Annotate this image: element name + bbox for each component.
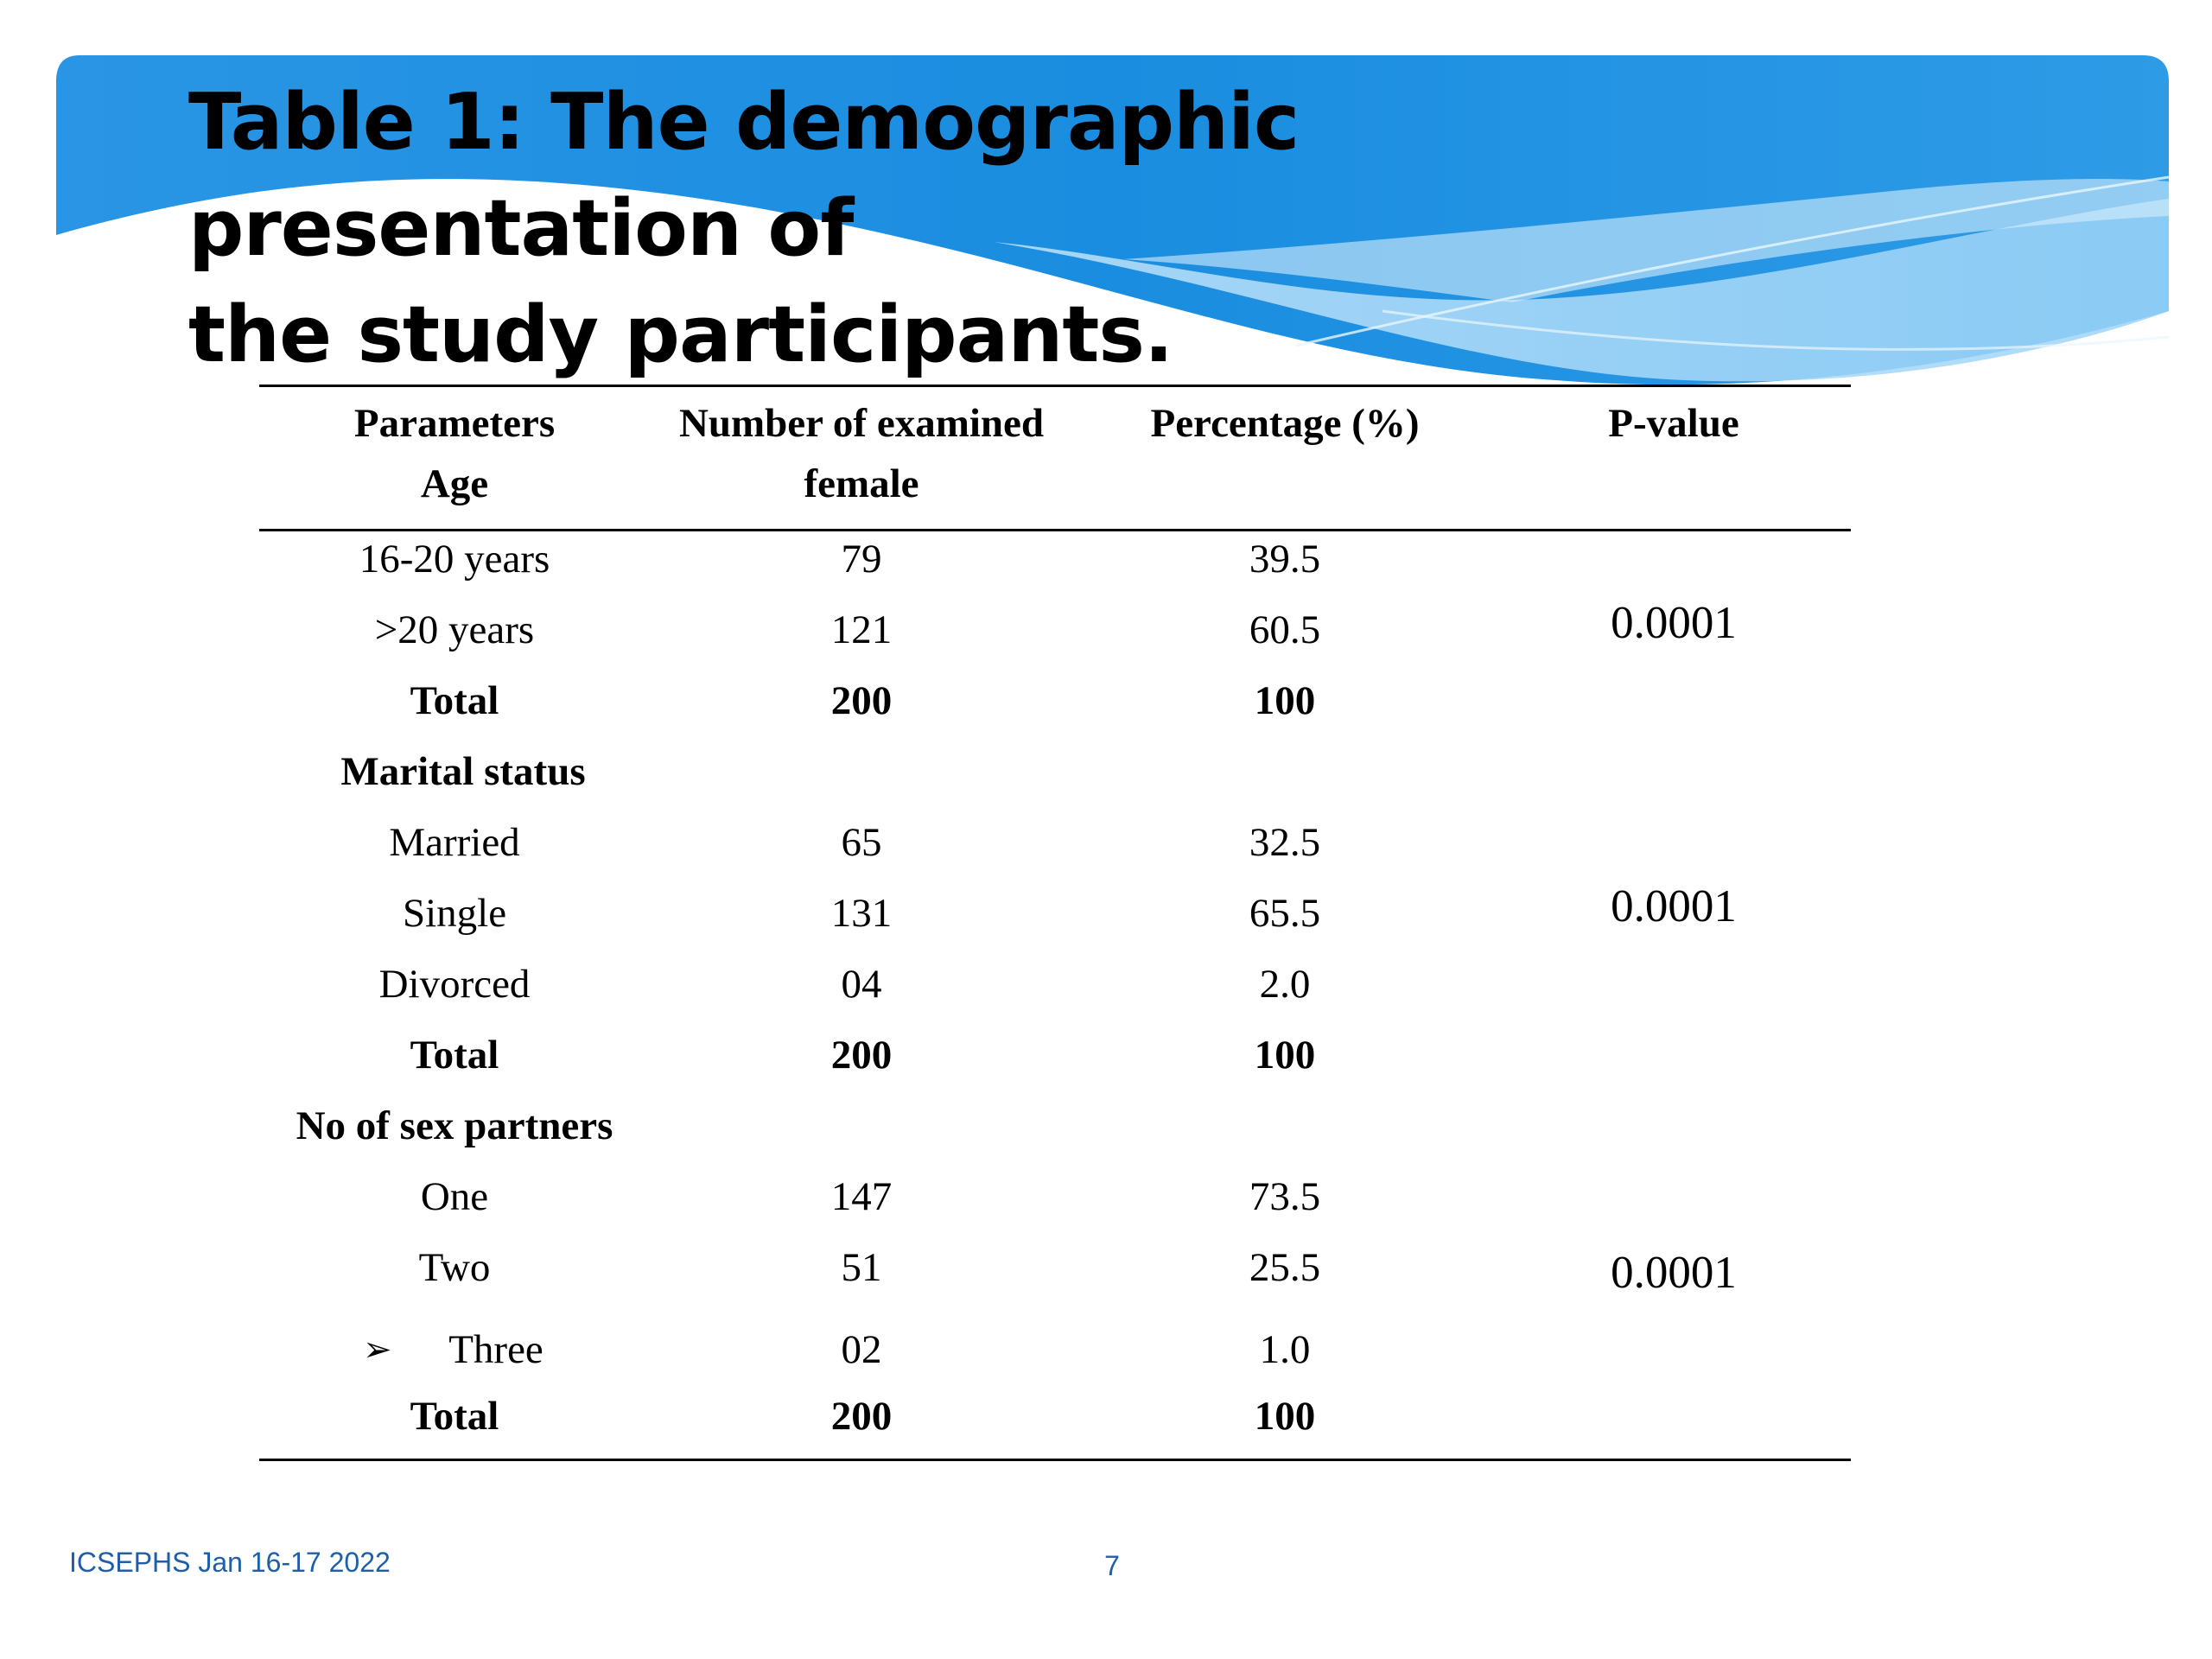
banner-light-wave	[994, 199, 2169, 382]
header-number-line2: female	[804, 461, 919, 506]
arrow-bullet-icon: ➢	[363, 1330, 392, 1370]
row-number: 51	[841, 1245, 882, 1290]
row-param-total: Total	[410, 1033, 499, 1077]
footer-conference: ICSEPHS Jan 16-17 2022	[69, 1547, 391, 1578]
banner-line-wave-1	[1295, 175, 2170, 347]
header-parameters: Parameters Age	[259, 393, 650, 514]
header-parameters-line2: Age	[420, 461, 489, 506]
row-param-with-bullet: ➢ Three	[259, 1324, 650, 1376]
section-label-sex-partners: No of sex partners	[296, 1103, 613, 1148]
p-value-marital-status: 0.0001	[1611, 881, 1737, 931]
row-number: 131	[830, 891, 893, 936]
p-value-sex-partners: 0.0001	[1611, 1248, 1737, 1298]
slide-title-line-1: Table 1: The demographic presentation of	[188, 77, 1300, 274]
banner-line-wave-2	[1382, 309, 2170, 351]
row-param: >20 years	[374, 607, 535, 652]
slide-title-line-2: the study participants.	[188, 289, 1173, 380]
row-param-three: Three	[448, 1327, 543, 1372]
table-header-rule	[259, 529, 1851, 531]
row-param: One	[420, 1174, 489, 1219]
table-top-rule	[259, 385, 1851, 387]
section-label-marital-status: Marital status	[340, 749, 586, 794]
row-number-total: 200	[830, 678, 893, 723]
footer-page-number: 7	[1104, 1550, 1120, 1581]
row-percent: 32.5	[1249, 820, 1321, 865]
table-bottom-rule	[259, 1459, 1851, 1461]
wave-banner	[56, 55, 2170, 385]
row-number: 79	[841, 537, 882, 582]
row-param: Married	[389, 820, 520, 865]
header-number-examined: Number of examined female	[650, 393, 1073, 514]
row-number: 121	[830, 607, 893, 652]
header-parameters-line1: Parameters	[353, 401, 556, 446]
row-percent: 2.0	[1259, 962, 1311, 1007]
row-number-total: 200	[830, 1394, 893, 1439]
row-number-total: 200	[830, 1033, 893, 1077]
row-param: 16-20 years	[359, 537, 550, 582]
row-number: 02	[841, 1327, 882, 1372]
row-param: Divorced	[378, 962, 531, 1007]
banner-highlight-wave	[1123, 179, 2169, 302]
header-number-line1: Number of examined	[678, 401, 1045, 446]
row-param: Single	[402, 891, 507, 936]
slide-title: Table 1: The demographic presentation of…	[188, 69, 1830, 388]
header-p-value: P-value	[1497, 393, 1851, 454]
header-p-value-label: P-value	[1608, 401, 1739, 446]
row-percent-total: 100	[1254, 1394, 1316, 1439]
row-number: 147	[830, 1174, 893, 1219]
row-percent: 1.0	[1259, 1327, 1311, 1372]
row-number: 65	[841, 820, 882, 865]
row-percent: 60.5	[1249, 607, 1321, 652]
row-param-total: Total	[410, 678, 499, 723]
row-percent-total: 100	[1254, 1033, 1316, 1077]
row-param: Two	[418, 1245, 491, 1290]
row-percent: 73.5	[1249, 1174, 1321, 1219]
header-percentage: Percentage (%)	[1073, 393, 1497, 454]
header-percentage-label: Percentage (%)	[1150, 401, 1420, 446]
row-percent-total: 100	[1254, 678, 1316, 723]
row-percent: 65.5	[1249, 891, 1321, 936]
p-value-age: 0.0001	[1611, 598, 1737, 648]
row-percent: 39.5	[1249, 537, 1321, 582]
row-param-total: Total	[410, 1394, 499, 1439]
row-number: 04	[841, 962, 882, 1007]
row-percent: 25.5	[1249, 1245, 1321, 1290]
